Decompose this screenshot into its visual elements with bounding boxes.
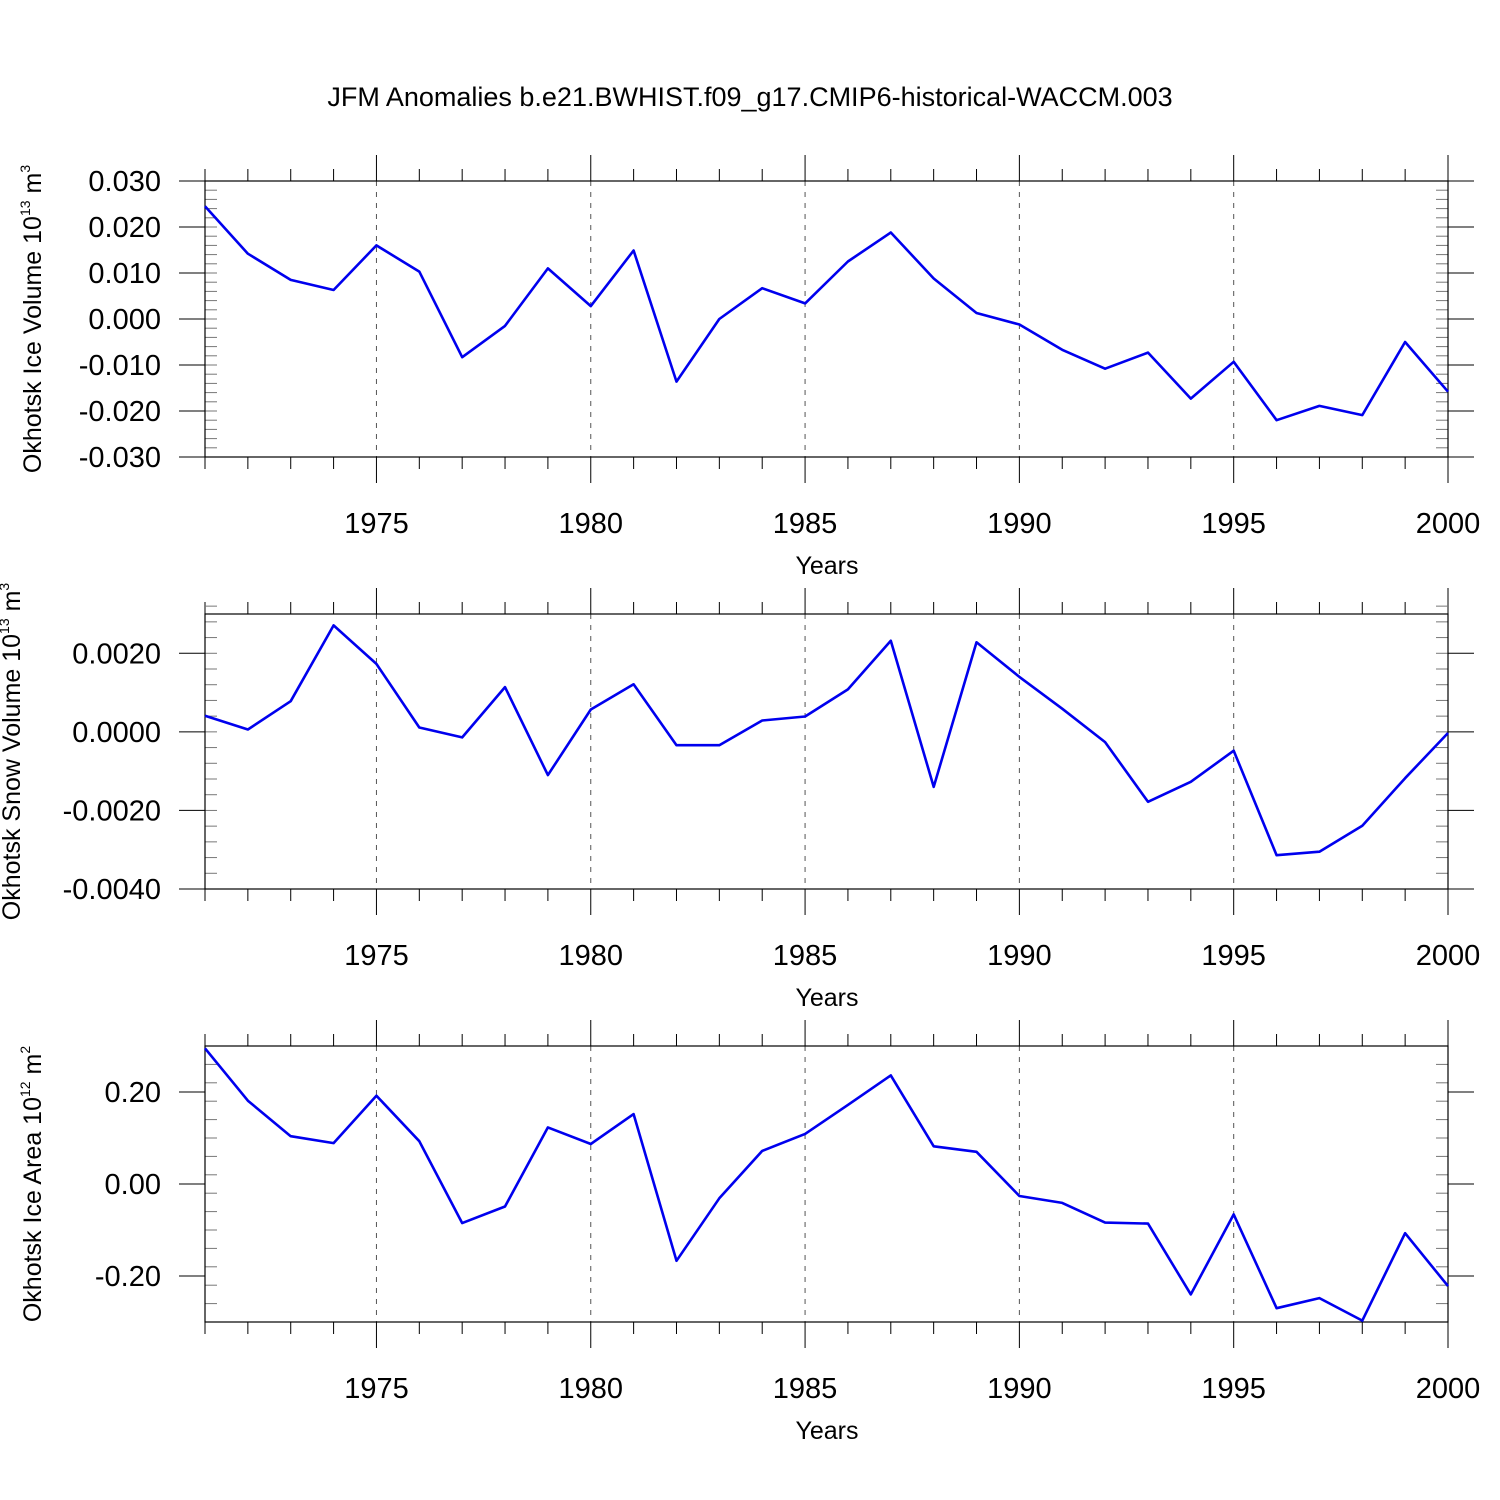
panel-2: -0.0040 -0.0020 0.0000 0.0020 1975 1980 1985 19…: [0, 583, 1480, 1012]
y-tick-label: 0.0000: [72, 717, 161, 749]
x-tick-label: 1990: [987, 1373, 1052, 1405]
x-tick-label: 1995: [1201, 1373, 1266, 1405]
x-tick-label: 1980: [559, 940, 624, 972]
x-tick-label: 1990: [987, 508, 1052, 540]
chart-title: JFM Anomalies b.e21.BWHIST.f09_g17.CMIP6…: [327, 82, 1172, 112]
y-tick-label: 0.00: [105, 1169, 161, 1201]
y-tick-label: 0.0020: [72, 638, 161, 670]
x-tick-label: 1995: [1201, 940, 1266, 972]
x-axis-label: Years: [795, 552, 858, 580]
panel-3: -0.20 0.00 0.20 1975 1980 1985 1990 1995 2000 Yea…: [17, 1020, 1480, 1445]
y-axis-label: Okhotsk Ice Volume 1013 m3: [17, 165, 47, 473]
plot-frame: [204, 1045, 1449, 1323]
x-tick-label: 1975: [344, 1373, 409, 1405]
x-tick-label: 1985: [773, 508, 838, 540]
y-tick-label: -0.030: [79, 442, 161, 474]
panel-1: -0.030 -0.020 -0.010 0.000 0.010 0.020 0.030 19…: [17, 155, 1480, 580]
x-tick-label: 1975: [344, 508, 409, 540]
series-line: [203, 1047, 1450, 1322]
x-axis-label: Years: [795, 984, 858, 1012]
plot-frame: [204, 180, 1449, 458]
series-line: [204, 205, 1449, 422]
y-axis-label: Okhotsk Ice Area 1012 m2: [17, 1046, 47, 1322]
y-tick-label: 0.020: [88, 212, 161, 244]
y-tick-label: 0.010: [88, 258, 161, 290]
y-tick-label: -0.0040: [63, 874, 161, 906]
x-tick-label: 1990: [987, 940, 1052, 972]
y-tick-label: -0.20: [95, 1261, 161, 1293]
x-tick-label: 1985: [773, 940, 838, 972]
y-tick-label: -0.0020: [63, 795, 161, 827]
x-tick-label: 1975: [344, 940, 409, 972]
x-tick-label: 1980: [559, 508, 624, 540]
y-axis-label: Okhotsk Snow Volume 1013 m3: [0, 583, 26, 921]
y-tick-label: 0.20: [105, 1077, 161, 1109]
plot-frame: [204, 613, 1449, 890]
y-tick-label: 0.000: [88, 304, 161, 336]
y-tick-label: 0.030: [88, 166, 161, 198]
x-tick-label: 1995: [1201, 508, 1266, 540]
x-tick-label: 2000: [1416, 940, 1481, 972]
x-tick-label: 1980: [559, 1373, 624, 1405]
series-line: [204, 624, 1449, 857]
x-axis-label: Years: [795, 1417, 858, 1445]
x-tick-label: 1985: [773, 1373, 838, 1405]
x-tick-label: 2000: [1416, 1373, 1481, 1405]
x-tick-label: 2000: [1416, 508, 1481, 540]
y-tick-label: -0.020: [79, 396, 161, 428]
y-tick-label: -0.010: [79, 350, 161, 382]
